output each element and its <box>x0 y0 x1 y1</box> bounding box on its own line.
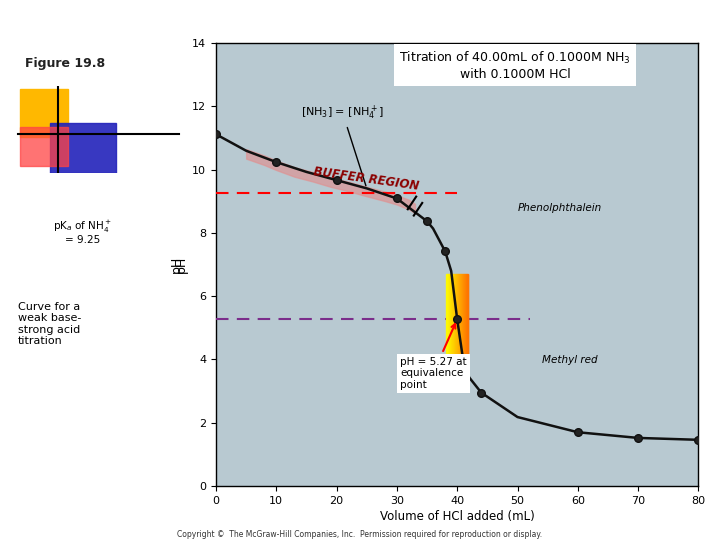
Text: pH: pH <box>170 256 183 273</box>
Text: pK$_a$ of NH$_4^+$: pK$_a$ of NH$_4^+$ <box>53 219 112 235</box>
Text: = 9.25: = 9.25 <box>66 235 100 245</box>
Text: pH = 5.27 at
equivalence
point: pH = 5.27 at equivalence point <box>400 324 467 390</box>
X-axis label: Volume of HCl added (mL): Volume of HCl added (mL) <box>380 510 534 523</box>
Text: Figure 19.8: Figure 19.8 <box>25 57 105 71</box>
Text: Copyright ©  The McGraw-Hill Companies, Inc.  Permission required for reproducti: Copyright © The McGraw-Hill Companies, I… <box>177 530 543 539</box>
Bar <box>20 127 68 166</box>
Text: [NH$_3$] = [NH$_4^+$]: [NH$_3$] = [NH$_4^+$] <box>301 104 384 186</box>
Text: Methyl red: Methyl red <box>541 355 598 365</box>
Y-axis label: pH: pH <box>175 256 188 273</box>
Bar <box>20 89 68 137</box>
Text: BUFFER REGION: BUFFER REGION <box>312 165 420 192</box>
Bar <box>50 123 116 173</box>
Text: Curve for a
weak base-
strong acid
titration: Curve for a weak base- strong acid titra… <box>18 302 81 346</box>
Text: Titration of 40.00mL of 0.1000M NH$_3$
with 0.1000M HCl: Titration of 40.00mL of 0.1000M NH$_3$ w… <box>400 50 631 81</box>
Text: Phenolphthalein: Phenolphthalein <box>518 203 602 213</box>
